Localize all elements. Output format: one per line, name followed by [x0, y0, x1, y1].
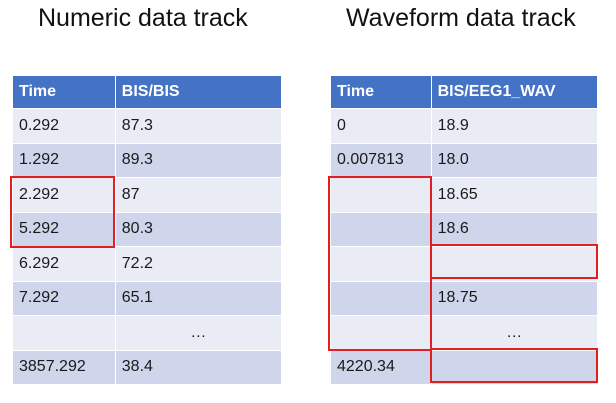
- numeric-table: Time BIS/BIS 0.292 87.3 1.292 89.3 2.292…: [12, 76, 283, 385]
- time-cell: 0.007813: [330, 143, 432, 178]
- table-row: 2.292 87: [12, 177, 283, 213]
- time-cell: 1.292: [12, 143, 116, 178]
- time-cell: 4220.34: [330, 350, 432, 385]
- time-cell: [330, 212, 432, 247]
- time-cell: 3857.292: [12, 350, 116, 385]
- table-row: 4220.34: [330, 350, 599, 385]
- time-cell: 0: [330, 108, 432, 144]
- value-cell: 87: [114, 177, 283, 213]
- ellipsis-cell: …: [114, 315, 283, 351]
- value-cell: 38.4: [114, 350, 283, 385]
- table-row: 7.292 65.1: [12, 281, 283, 316]
- value-cell: 18.6: [430, 212, 599, 247]
- table-row: 3857.292 38.4: [12, 350, 283, 385]
- table-row: 0.007813 18.0: [330, 143, 599, 178]
- table-row: 18.75: [330, 281, 599, 316]
- value-cell: [430, 246, 599, 282]
- header-bis: BIS/BIS: [114, 76, 283, 109]
- table-row: 5.292 80.3: [12, 212, 283, 247]
- value-cell: 65.1: [114, 281, 283, 316]
- header-time: Time: [330, 76, 432, 109]
- table-header-row: Time BIS/BIS: [12, 76, 283, 109]
- numeric-title: Numeric data track: [38, 4, 248, 32]
- table-row: [330, 246, 599, 282]
- ellipsis-cell: …: [430, 315, 599, 351]
- table-row: 1.292 89.3: [12, 143, 283, 178]
- waveform-table: Time BIS/EEG1_WAV 0 18.9 0.007813 18.0 1…: [330, 76, 599, 385]
- header-time: Time: [12, 76, 116, 109]
- value-cell: 18.9: [430, 108, 599, 144]
- value-cell: 72.2: [114, 246, 283, 282]
- table-row: 0 18.9: [330, 108, 599, 144]
- value-cell: 18.75: [430, 281, 599, 316]
- value-cell: 89.3: [114, 143, 283, 178]
- header-eeg: BIS/EEG1_WAV: [430, 76, 599, 109]
- value-cell: 18.0: [430, 143, 599, 178]
- time-cell: [330, 315, 432, 351]
- table-row: …: [330, 315, 599, 351]
- value-cell: 18.65: [430, 177, 599, 213]
- time-cell: 2.292: [12, 177, 116, 213]
- table-header-row: Time BIS/EEG1_WAV: [330, 76, 599, 109]
- time-cell: [330, 281, 432, 316]
- time-cell: 5.292: [12, 212, 116, 247]
- table-row: 18.6: [330, 212, 599, 247]
- time-cell: 7.292: [12, 281, 116, 316]
- time-cell: 6.292: [12, 246, 116, 282]
- value-cell: 80.3: [114, 212, 283, 247]
- waveform-title: Waveform data track: [346, 4, 576, 32]
- time-cell: [330, 246, 432, 282]
- table-row: 0.292 87.3: [12, 108, 283, 144]
- table-row: 18.65: [330, 177, 599, 213]
- value-cell: 87.3: [114, 108, 283, 144]
- table-row: …: [12, 315, 283, 351]
- time-cell: [330, 177, 432, 213]
- value-cell: [430, 350, 599, 385]
- time-cell: [12, 315, 116, 351]
- table-row: 6.292 72.2: [12, 246, 283, 282]
- time-cell: 0.292: [12, 108, 116, 144]
